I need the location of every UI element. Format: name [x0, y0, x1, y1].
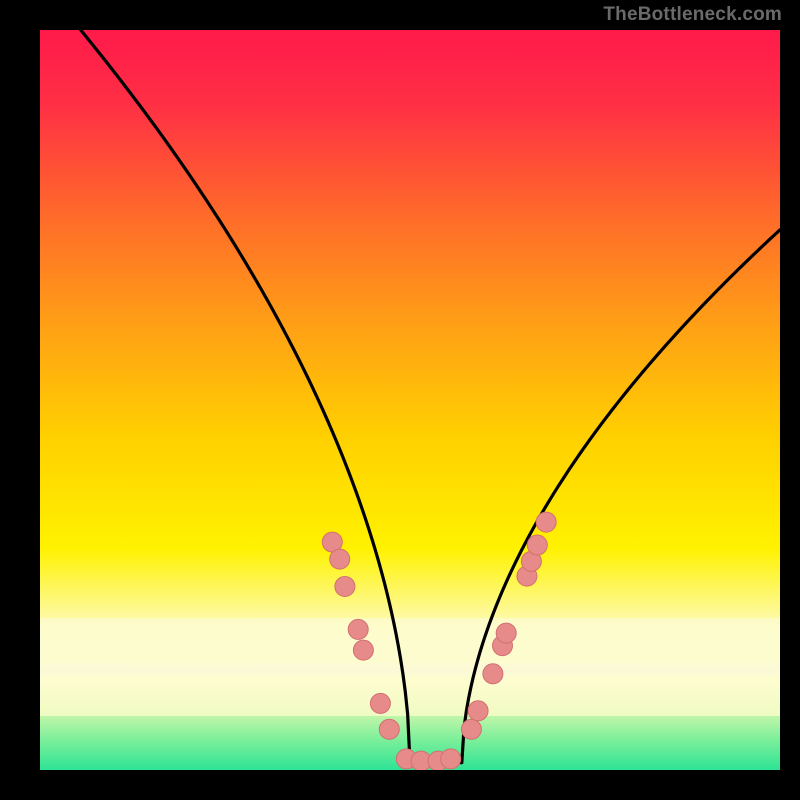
data-marker [335, 576, 355, 596]
data-marker [330, 549, 350, 569]
data-marker [496, 623, 516, 643]
data-marker [348, 619, 368, 639]
bottleneck-chart [40, 30, 780, 770]
data-marker [527, 535, 547, 555]
data-marker [353, 640, 373, 660]
data-marker [536, 512, 556, 532]
plot-area [40, 30, 780, 770]
data-marker [483, 664, 503, 684]
data-marker [468, 701, 488, 721]
horizontal-band [40, 675, 780, 716]
data-marker [370, 693, 390, 713]
watermark-text: TheBottleneck.com [603, 4, 782, 26]
horizontal-band [40, 618, 780, 662]
data-marker [441, 749, 461, 769]
data-marker [379, 719, 399, 739]
figure-canvas: TheBottleneck.com [0, 0, 800, 800]
data-marker [461, 719, 481, 739]
